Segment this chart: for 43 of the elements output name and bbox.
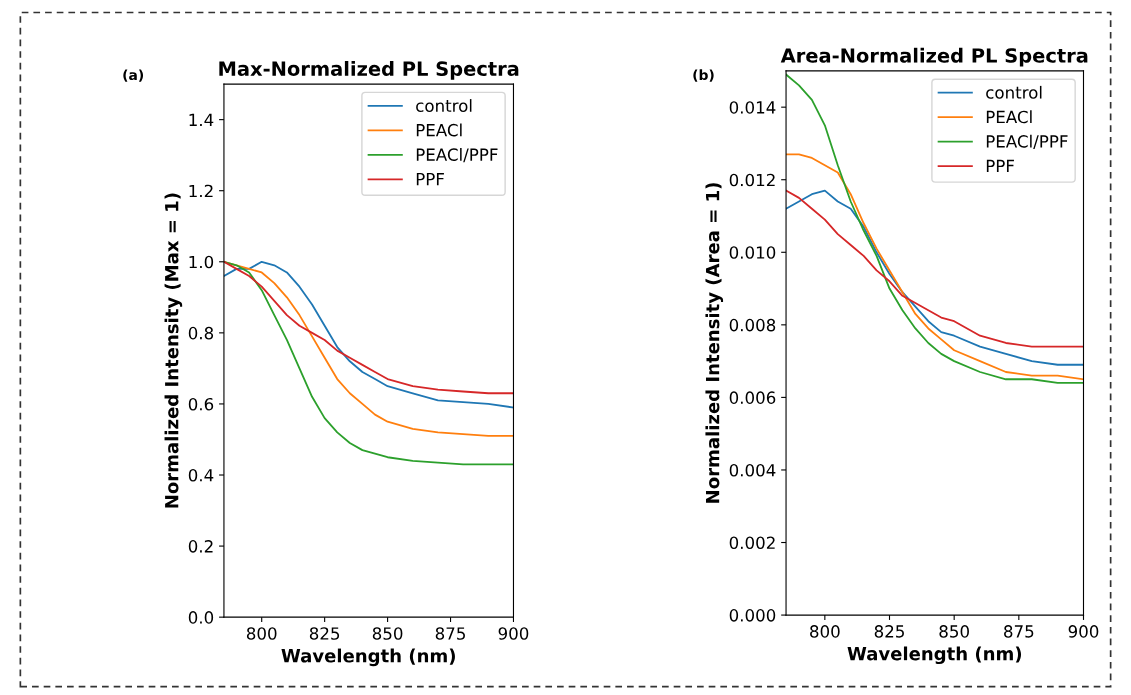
- y-axis-title: Normalized Intensity (Max = 1): [164, 193, 183, 508]
- x-tick-label: 900: [498, 627, 529, 640]
- x-tick-label: 850: [372, 627, 403, 640]
- y-tick-label: 0.010: [729, 246, 776, 259]
- legend-label: control: [986, 85, 1042, 99]
- legend-label: control: [416, 99, 472, 112]
- chart-title: Area-Normalized PL Spectra: [780, 47, 1088, 67]
- x-tick-label: 800: [246, 627, 277, 640]
- text: (a): [123, 69, 144, 82]
- text: (b): [693, 69, 714, 82]
- y-axis-title: Normalized Intensity (Area = 1): [705, 183, 724, 503]
- y-tick-label: 0.2: [188, 540, 213, 553]
- x-axis-title: Wavelength (nm): [281, 648, 455, 667]
- legend-label: PEACl: [986, 110, 1032, 124]
- x-tick-label: 800: [810, 625, 840, 638]
- y-tick-label: 0.012: [729, 173, 775, 187]
- y-tick-label: 0.8: [188, 326, 214, 340]
- legend-label: PPF: [416, 173, 444, 186]
- y-tick-label: 0.000: [729, 609, 776, 622]
- y-tick-label: 0.004: [729, 463, 776, 477]
- y-tick-label: 1.4: [189, 113, 214, 126]
- chart-title: Max-Normalized PL Spectra: [219, 60, 519, 80]
- y-tick-label: 0.002: [729, 536, 775, 550]
- legend-label: PPF: [986, 159, 1014, 172]
- y-tick-label: 0.006: [729, 391, 776, 404]
- x-tick-label: 900: [1068, 625, 1099, 638]
- legend-label: PEACl/PPF: [986, 134, 1068, 150]
- y-tick-label: 0.014: [729, 101, 776, 114]
- x-tick-label: 825: [874, 625, 904, 638]
- y-tick-label: 0.6: [188, 397, 214, 411]
- legend-label: PEACl: [416, 123, 462, 137]
- x-axis-title: Wavelength (nm): [847, 646, 1022, 665]
- y-tick-label: 1.0: [189, 255, 214, 269]
- y-tick-label: 1.2: [189, 184, 213, 198]
- legend-label: PEACl/PPF: [416, 148, 498, 163]
- x-tick-label: 875: [1004, 625, 1034, 638]
- x-tick-label: 875: [435, 627, 465, 640]
- x-tick-label: 825: [309, 627, 340, 640]
- y-tick-label: 0.4: [188, 468, 214, 482]
- x-tick-label: 850: [939, 625, 969, 638]
- y-tick-label: 0.008: [729, 318, 776, 332]
- line-series: [786, 153, 1084, 381]
- y-tick-label: 0.0: [188, 611, 214, 624]
